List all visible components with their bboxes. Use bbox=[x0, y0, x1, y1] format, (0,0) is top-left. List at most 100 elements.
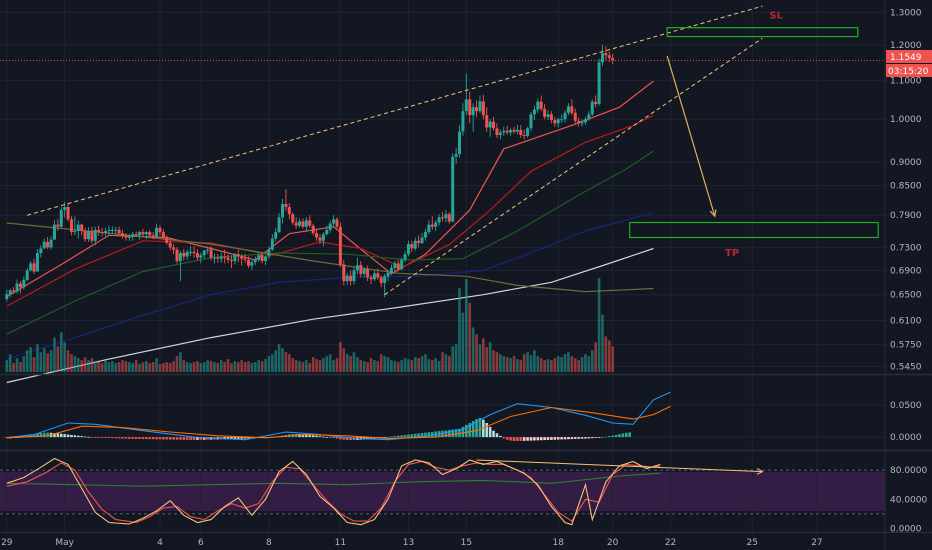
candle-body bbox=[321, 234, 325, 241]
volume-bar bbox=[607, 340, 611, 372]
candle-body bbox=[97, 229, 101, 233]
macd-histogram-bar bbox=[124, 437, 128, 439]
candle-body bbox=[144, 232, 148, 235]
candle-body bbox=[172, 247, 176, 250]
candle-body bbox=[250, 262, 254, 266]
candle-body bbox=[5, 294, 9, 300]
macd-histogram-bar bbox=[335, 437, 339, 439]
volume-bar bbox=[512, 356, 516, 372]
macd-histogram-bar bbox=[76, 435, 80, 438]
volume-bar bbox=[441, 352, 444, 372]
trendline[interactable] bbox=[27, 5, 763, 216]
candle-body bbox=[332, 219, 336, 224]
volume-bar bbox=[80, 360, 83, 372]
macd-histogram-bar bbox=[138, 437, 141, 439]
volume-bar bbox=[461, 312, 465, 372]
candle-body bbox=[338, 226, 342, 265]
macd-histogram-bar bbox=[587, 437, 591, 439]
macd-histogram-bar bbox=[403, 434, 407, 438]
macd-histogram-bar bbox=[584, 437, 587, 439]
candle-body bbox=[287, 207, 291, 215]
macd-histogram-bar bbox=[32, 433, 36, 438]
candle-body bbox=[577, 120, 581, 124]
macd-histogram-bar bbox=[230, 437, 233, 440]
macd-histogram-bar bbox=[410, 434, 414, 438]
macd-histogram-bar bbox=[471, 421, 475, 438]
macd-histogram-bar bbox=[533, 437, 536, 441]
volume-bar bbox=[567, 352, 570, 372]
macd-histogram-bar bbox=[628, 432, 632, 438]
macd-histogram-bar bbox=[308, 435, 312, 438]
candle-body bbox=[522, 134, 526, 136]
candle-body bbox=[328, 223, 332, 230]
candle-body bbox=[427, 224, 431, 233]
take-profit-zone[interactable] bbox=[629, 221, 879, 239]
candle-body bbox=[165, 237, 169, 243]
main-pane[interactable] bbox=[0, 0, 885, 374]
macd-histogram-bar bbox=[342, 437, 346, 440]
volume-bar bbox=[253, 362, 257, 372]
volume-bar bbox=[49, 350, 53, 372]
price-tick-label: 0.6900 bbox=[890, 266, 922, 276]
macd-histogram-bar bbox=[478, 417, 482, 438]
candle-body bbox=[219, 256, 223, 259]
macd-histogram-bar bbox=[386, 436, 390, 438]
trendline[interactable] bbox=[384, 37, 763, 296]
macd-histogram-bar bbox=[311, 435, 315, 438]
price-axis[interactable]: 1.3000 1.2000 1.1000 1.0000 0.9000 0.8500 0.79… bbox=[890, 8, 922, 372]
candle-body bbox=[349, 275, 353, 282]
volume-bar bbox=[482, 338, 485, 372]
price-tick-label: 0.6500 bbox=[890, 291, 922, 301]
candle-body bbox=[393, 263, 397, 269]
candle-body bbox=[291, 214, 295, 223]
candle-body bbox=[212, 257, 216, 259]
volume-bar bbox=[189, 363, 192, 372]
price-tick-label: 0.7300 bbox=[890, 243, 922, 253]
volume-bar bbox=[376, 361, 380, 372]
divergence-arrow-head bbox=[756, 468, 764, 475]
volume-bar bbox=[553, 358, 557, 372]
macd-histogram-bar bbox=[206, 437, 209, 440]
macd-histogram-bar bbox=[556, 437, 560, 440]
candle-body bbox=[410, 244, 414, 249]
volume-bar bbox=[458, 287, 461, 372]
macd-histogram-bar bbox=[192, 437, 196, 440]
candle-body bbox=[83, 231, 87, 240]
volume-bar bbox=[32, 357, 36, 372]
candle-body bbox=[430, 224, 434, 227]
volume-bar bbox=[505, 357, 509, 372]
candle-body bbox=[458, 131, 462, 155]
macd-histogram-bar bbox=[111, 437, 114, 439]
macd-histogram-bar bbox=[189, 437, 192, 440]
volume-bar bbox=[529, 355, 533, 372]
stop-loss-zone[interactable] bbox=[666, 27, 859, 38]
volume-bar bbox=[424, 354, 427, 372]
price-tick-label: 0.7900 bbox=[890, 211, 922, 221]
volume-bar bbox=[111, 361, 114, 372]
macd-histogram-bar bbox=[134, 437, 138, 439]
macd-histogram-bar bbox=[465, 424, 468, 438]
volume-bar bbox=[131, 363, 135, 372]
volume-bar bbox=[533, 350, 536, 372]
macd-histogram-bar bbox=[155, 437, 158, 440]
candle-body bbox=[182, 253, 186, 257]
macd-histogram-bar bbox=[117, 437, 121, 439]
volume-bar bbox=[390, 360, 393, 372]
volume-bar bbox=[305, 360, 308, 372]
candle-body bbox=[257, 255, 261, 260]
price-tick-label: 0.5750 bbox=[890, 341, 922, 351]
candle-body bbox=[580, 122, 584, 124]
volume-bar bbox=[410, 360, 414, 372]
macd-histogram-bar bbox=[451, 429, 455, 438]
time-axis[interactable]: 29 May 4 6 8 11 13 15 18 20 22 25 27 bbox=[1, 538, 823, 548]
macd-axis: 0.0500 0.0000 bbox=[890, 401, 922, 443]
volume-bar bbox=[356, 357, 359, 372]
candle-body bbox=[206, 249, 210, 251]
divergence-line[interactable] bbox=[476, 459, 763, 473]
macd-histogram-bar bbox=[66, 434, 70, 438]
candle-body bbox=[42, 241, 46, 249]
moving-average-line bbox=[6, 247, 654, 384]
candle-body bbox=[117, 229, 121, 234]
macd-histogram-bar bbox=[70, 434, 73, 438]
